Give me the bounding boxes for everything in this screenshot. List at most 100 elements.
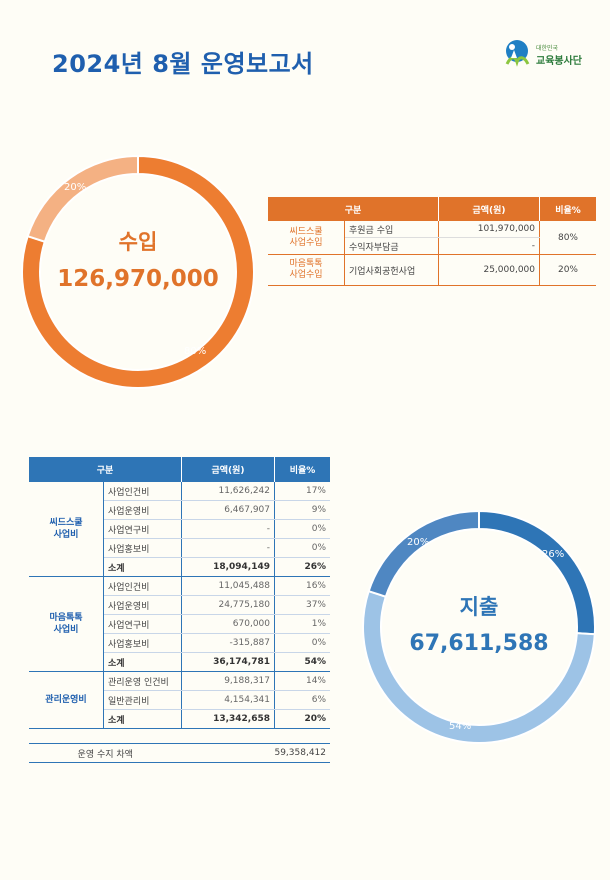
rate-cell: 14% xyxy=(274,671,330,691)
table-row: 사업연구비 670,000 1% xyxy=(29,614,330,634)
item-cell: 수익자부담금 xyxy=(344,237,439,255)
item-cell: 소계 xyxy=(103,557,182,577)
table-row: 사업운영비 6,467,907 9% xyxy=(29,500,330,520)
table-row: 씨드스쿨 사업비 사업인건비 11,626,242 17% xyxy=(29,482,330,577)
item-cell: 사업인건비 xyxy=(103,482,182,501)
table-row: 사업연구비 - 0% xyxy=(29,519,330,539)
income-slice-1 xyxy=(26,154,139,243)
amount-cell: 4,154,341 xyxy=(181,690,275,710)
expense-slice-label-0: 26% xyxy=(542,549,565,560)
expense-donut-chart: 지출 67,611,588 26% 54% 20% xyxy=(361,509,597,745)
expense-slice-label-1: 54% xyxy=(449,721,472,732)
item-cell: 사업홍보비 xyxy=(103,633,182,653)
item-cell: 후원금 수입 xyxy=(344,221,439,238)
item-cell: 사업연구비 xyxy=(103,519,182,539)
expense-slice-2 xyxy=(367,509,480,598)
header-category: 구분 xyxy=(29,457,182,482)
item-cell: 사업홍보비 xyxy=(103,538,182,558)
page-title: 2024년 8월 운영보고서 xyxy=(52,50,314,78)
rate-cell: 0% xyxy=(274,633,330,653)
logo-subtitle: 대한민국 xyxy=(536,45,559,52)
item-cell: 사업연구비 xyxy=(103,614,182,634)
income-label: 수입 xyxy=(118,230,158,254)
category-cell: 씨드스쿨 사업수입 xyxy=(268,221,345,255)
balance-row: 운영 수지 차액 59,358,412 xyxy=(29,743,330,763)
item-cell: 사업운영비 xyxy=(103,595,182,615)
header-amount: 금액(원) xyxy=(181,457,275,482)
expense-slice-label-2: 20% xyxy=(407,537,430,548)
rate-cell: 37% xyxy=(274,595,330,615)
header-amount: 금액(원) xyxy=(438,197,540,221)
item-cell: 소계 xyxy=(103,709,182,729)
subtotal-row: 소계 13,342,658 20% xyxy=(29,709,330,729)
rate-cell: 54% xyxy=(274,652,330,672)
table-row: 일반관리비 4,154,341 6% xyxy=(29,690,330,710)
rate-cell: 9% xyxy=(274,500,330,520)
amount-cell: - xyxy=(438,237,540,255)
income-slice-label-0: 80% xyxy=(184,346,207,357)
amount-cell: 13,342,658 xyxy=(181,709,275,729)
income-slice-0 xyxy=(21,154,255,389)
table-row: 사업홍보비 - 0% xyxy=(29,538,330,558)
amount-cell: -315,887 xyxy=(181,633,275,653)
subtotal-row: 소계 36,174,781 54% xyxy=(29,652,330,672)
subtotal-row: 소계 18,094,149 26% xyxy=(29,557,330,577)
amount-cell: 6,467,907 xyxy=(181,500,275,520)
category-cell: 씨드스쿨 사업비 xyxy=(29,482,104,577)
amount-cell: 24,775,180 xyxy=(181,595,275,615)
amount-cell: 18,094,149 xyxy=(181,557,275,577)
amount-cell: 101,970,000 xyxy=(438,221,540,238)
expense-donut-svg xyxy=(362,509,596,744)
table-row: 관리운영비 관리운영 인건비 9,188,317 14% xyxy=(29,671,330,729)
table-row: 마음톡톡 사업수입 기업사회공헌사업 25,000,000 20% xyxy=(268,254,596,286)
expense-label: 지출 xyxy=(459,595,499,619)
amount-cell: 670,000 xyxy=(181,614,275,634)
table-row: 수익자부담금 - xyxy=(268,237,596,255)
spacer-row xyxy=(29,729,330,744)
income-donut-chart: 수입 126,970,000 80% 20% xyxy=(20,154,256,390)
header-category: 구분 xyxy=(268,197,439,221)
item-cell: 일반관리비 xyxy=(103,690,182,710)
rate-cell: 20% xyxy=(274,709,330,729)
rate-cell: 16% xyxy=(274,576,330,596)
rate-cell: 1% xyxy=(274,614,330,634)
organization-logo: 대한민국 교육봉사단 xyxy=(502,38,582,72)
table-row: 마음톡톡 사업비 사업인건비 11,045,488 16% xyxy=(29,576,330,672)
amount-cell: 9,188,317 xyxy=(181,671,275,691)
income-donut-svg xyxy=(21,154,255,389)
expense-total: 67,611,588 xyxy=(409,631,549,656)
amount-cell: - xyxy=(181,538,275,558)
amount-cell: 36,174,781 xyxy=(181,652,275,672)
rate-cell: 17% xyxy=(274,482,330,501)
amount-cell: - xyxy=(181,519,275,539)
expense-table: 구분 금액(원) 비율% 씨드스쿨 사업비 사업인건비 11,626,242 1… xyxy=(29,457,330,763)
category-cell: 관리운영비 xyxy=(29,671,104,729)
table-row: 사업운영비 24,775,180 37% xyxy=(29,595,330,615)
income-slice-label-1: 20% xyxy=(64,182,87,193)
table-row: 사업홍보비 -315,887 0% xyxy=(29,633,330,653)
item-cell: 기업사회공헌사업 xyxy=(344,254,439,286)
income-table: 구분 금액(원) 비율% 씨드스쿨 사업수입 후원금 수입 101,970,00… xyxy=(268,197,596,286)
amount-cell: 11,626,242 xyxy=(181,482,275,501)
table-row: 씨드스쿨 사업수입 후원금 수입 101,970,000 80% xyxy=(268,221,596,255)
expense-table-header: 구분 금액(원) 비율% xyxy=(29,457,330,482)
category-cell: 마음톡톡 사업비 xyxy=(29,576,104,672)
item-cell: 관리운영 인건비 xyxy=(103,671,182,691)
rate-cell: 0% xyxy=(274,538,330,558)
balance-label: 운영 수지 차액 xyxy=(29,743,182,763)
category-cell: 마음톡톡 사업수입 xyxy=(268,254,345,286)
rate-cell: 6% xyxy=(274,690,330,710)
item-cell: 소계 xyxy=(103,652,182,672)
header-rate: 비율% xyxy=(539,197,596,221)
balance-amount: 59,358,412 xyxy=(181,743,330,763)
rate-cell: 80% xyxy=(539,221,596,255)
income-table-header: 구분 금액(원) 비율% xyxy=(268,197,596,221)
item-cell: 사업인건비 xyxy=(103,576,182,596)
header-rate: 비율% xyxy=(274,457,330,482)
rate-cell: 0% xyxy=(274,519,330,539)
rate-cell: 20% xyxy=(539,254,596,286)
amount-cell: 11,045,488 xyxy=(181,576,275,596)
logo-text: 교육봉사단 xyxy=(536,56,582,67)
item-cell: 사업운영비 xyxy=(103,500,182,520)
amount-cell: 25,000,000 xyxy=(438,254,540,286)
